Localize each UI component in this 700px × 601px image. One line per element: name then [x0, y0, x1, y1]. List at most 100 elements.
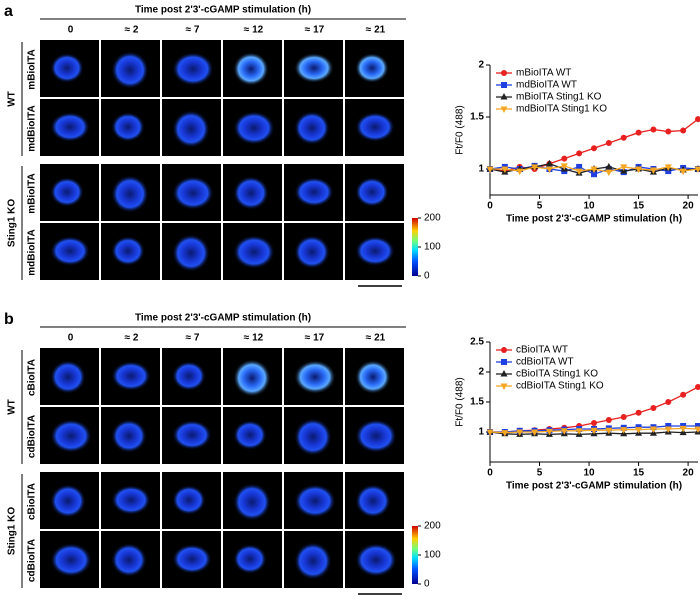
- data-point: [545, 166, 553, 173]
- data-point: [635, 427, 643, 434]
- x-tick-label: 10: [583, 468, 595, 479]
- colorbar-tick-label: 100: [424, 242, 441, 253]
- cell: [294, 53, 334, 83]
- cell: [355, 543, 397, 577]
- colorbar: [412, 218, 418, 276]
- data-point: [680, 127, 687, 134]
- column-label: ≈ 12: [244, 25, 264, 36]
- cell: [172, 361, 206, 391]
- cell: [50, 419, 92, 453]
- row-label: cdBioITA: [27, 539, 38, 582]
- column-label: ≈ 21: [366, 333, 386, 344]
- data-point: [649, 426, 657, 433]
- cell: [111, 175, 149, 213]
- colorbar-tick-label: 0: [424, 579, 430, 590]
- row-label: cBioITA: [27, 483, 38, 520]
- cell: [294, 177, 334, 207]
- cell: [50, 53, 84, 83]
- data-point: [620, 164, 628, 171]
- x-axis-label: Time post 2'3'-cGAMP stimulation (h): [506, 214, 682, 225]
- panel-label: b: [4, 311, 14, 328]
- cell: [50, 112, 90, 142]
- data-point: [545, 428, 553, 436]
- cell: [355, 360, 391, 394]
- column-label: 0: [68, 25, 74, 36]
- cell: [172, 234, 210, 272]
- cell: [355, 53, 389, 83]
- legend-marker: [500, 370, 508, 377]
- x-tick-label: 10: [583, 201, 595, 212]
- legend-marker: [500, 383, 508, 390]
- legend-label: cBioITA Sting1 KO: [516, 369, 598, 380]
- panel-label: a: [4, 3, 13, 20]
- x-tick-label: 0: [487, 201, 493, 212]
- column-label: ≈ 7: [186, 333, 200, 344]
- cell: [172, 485, 206, 515]
- data-point: [545, 159, 553, 167]
- cell: [294, 235, 330, 269]
- cell: [294, 542, 332, 580]
- data-point: [664, 426, 672, 433]
- cell: [233, 235, 275, 269]
- row-label: mdBioITA: [27, 105, 38, 151]
- legend-label: mBioITA WT: [516, 68, 571, 79]
- cell: [111, 112, 145, 142]
- data-point: [486, 429, 494, 436]
- cell: [355, 236, 395, 266]
- cell: [111, 419, 147, 453]
- row-label: cBioITA: [27, 359, 38, 396]
- data-point: [635, 166, 643, 173]
- legend-marker: [501, 70, 507, 76]
- group-label: WT: [7, 399, 18, 415]
- group-label: WT: [7, 91, 18, 107]
- legend-label: mdBioITA WT: [516, 80, 577, 91]
- colorbar-tick-label: 200: [424, 521, 441, 532]
- cell: [111, 51, 149, 89]
- column-label: ≈ 2: [125, 333, 139, 344]
- legend-label: cdBioITA Sting1 KO: [516, 381, 604, 392]
- cell: [111, 361, 151, 391]
- x-tick-label: 5: [537, 468, 543, 479]
- y-axis-label: Ft/F0 (488): [455, 377, 466, 426]
- data-point: [486, 166, 494, 173]
- data-point: [576, 163, 583, 170]
- x-tick-label: 0: [487, 468, 493, 479]
- column-label: ≈ 2: [125, 25, 139, 36]
- data-point: [590, 166, 598, 173]
- colorbar-tick-label: 200: [424, 213, 441, 224]
- column-label: ≈ 12: [244, 333, 264, 344]
- cell: [294, 111, 330, 145]
- data-point: [679, 168, 687, 176]
- data-point: [516, 168, 524, 176]
- cell: [233, 176, 269, 210]
- group-label: Sting1 KO: [7, 199, 18, 248]
- row-label: mBioITA: [27, 49, 38, 89]
- series-line: [489, 118, 699, 172]
- data-point: [501, 166, 509, 173]
- data-point: [650, 405, 657, 411]
- cell: [233, 544, 267, 574]
- cell: [172, 176, 214, 210]
- group-label: Sting1 KO: [7, 507, 18, 556]
- cell: [50, 360, 86, 394]
- data-point: [635, 409, 642, 416]
- data-point: [605, 140, 612, 146]
- column-label: ≈ 7: [186, 25, 200, 36]
- y-tick-label: 1.5: [470, 397, 484, 408]
- data-point: [635, 129, 642, 136]
- data-point: [575, 428, 583, 435]
- cell: [50, 236, 90, 266]
- row-label: cdBioITA: [27, 415, 38, 458]
- legend-marker: [500, 93, 508, 100]
- cell: [50, 484, 86, 518]
- data-point: [561, 155, 568, 162]
- legend-marker: [501, 82, 507, 88]
- panel-header: Time post 2'3'-cGAMP stimulation (h): [135, 313, 311, 324]
- data-point: [649, 167, 657, 175]
- y-tick-label: 2: [478, 60, 484, 71]
- y-tick-label: 1.5: [470, 112, 484, 123]
- y-tick-label: 2: [478, 367, 484, 378]
- y-tick-label: 1: [478, 164, 484, 175]
- data-point: [620, 414, 627, 420]
- cell: [294, 418, 332, 456]
